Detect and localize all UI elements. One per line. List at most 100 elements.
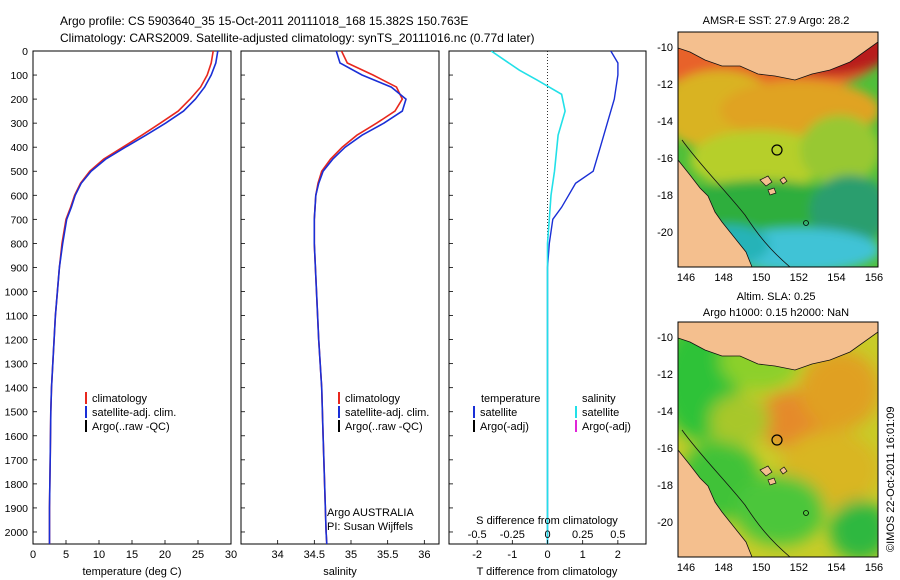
map-y-tick-label: -20 — [657, 517, 673, 529]
map-y-tick-label: -16 — [657, 153, 673, 165]
x-tick-label: 34.5 — [304, 549, 325, 561]
map-x-tick-label: 148 — [714, 272, 732, 284]
salinity-satellite-line — [313, 51, 407, 544]
x-tick-label: 0.25 — [572, 529, 593, 541]
map-x-tick-label: 156 — [865, 272, 883, 284]
map-x-tick-label: 152 — [790, 272, 808, 284]
map-y-tick-label: -12 — [657, 369, 673, 381]
salinity-panel — [240, 50, 440, 545]
sla-map-y-tick-labels: -10 -12 -14 -16 -18 -20 — [657, 332, 673, 529]
x-tick-label: 0 — [544, 549, 550, 561]
legend-label: climatology — [345, 393, 401, 405]
legend-label: Argo(-adj) — [582, 421, 631, 433]
x-tick-label: 34 — [272, 549, 284, 561]
depth-tick-label: 500 — [10, 166, 28, 178]
x-tick-label: 20 — [159, 549, 171, 561]
map-x-tick-label: 154 — [827, 562, 845, 574]
sst-map-y-tick-labels: -10 -12 -14 -16 -18 -20 — [657, 42, 673, 239]
temperature-x-label: temperature (deg C) — [82, 566, 181, 578]
map-y-tick-label: -10 — [657, 42, 673, 54]
figure-title: Argo profile: CS 5903640_35 15-Oct-2011 … — [60, 14, 468, 28]
map-y-tick-label: -10 — [657, 332, 673, 344]
sst-map-title: AMSR-E SST: 27.9 Argo: 28.2 — [703, 15, 850, 27]
axis-tick-marks — [33, 50, 453, 533]
float-owner: Argo AUSTRALIA — [327, 507, 414, 519]
depth-tick-label: 900 — [10, 262, 28, 274]
sst-map — [678, 32, 878, 267]
x-tick-label: 0.5 — [610, 529, 625, 541]
imos-timestamp: ©IMOS 22-Oct-2011 16:01:09 — [885, 407, 897, 552]
depth-tick-label: 100 — [10, 70, 28, 82]
x-tick-label: -1 — [507, 549, 517, 561]
temperature-lines — [48, 51, 219, 544]
depth-tick-label: 1400 — [5, 383, 29, 395]
map-x-tick-label: 156 — [865, 562, 883, 574]
map-y-tick-label: -12 — [657, 79, 673, 91]
argo-location-marker — [771, 434, 783, 446]
depth-tick-label: 200 — [10, 94, 28, 106]
difference-top-label: S difference from climatology — [476, 515, 618, 527]
legend-label: Argo(-adj) — [480, 421, 529, 433]
temperature-panel — [32, 50, 232, 545]
legend-label: satellite — [480, 407, 517, 419]
depth-tick-label: 700 — [10, 214, 28, 226]
map-y-tick-label: -14 — [657, 116, 673, 128]
depth-tick-label: 1300 — [5, 359, 29, 371]
salinity-difference-satellite-line — [490, 51, 566, 544]
x-tick-label: 2 — [615, 549, 621, 561]
map-x-tick-label: 146 — [677, 562, 695, 574]
x-tick-label: -2 — [472, 549, 482, 561]
legend-label: satellite — [582, 407, 619, 419]
sla-map-title: Altim. SLA: 0.25 — [737, 291, 816, 303]
salinity-climatology-line — [313, 51, 404, 544]
x-tick-label: 35 — [345, 549, 357, 561]
x-tick-label: 1 — [580, 549, 586, 561]
x-tick-label: 30 — [225, 549, 237, 561]
map-x-tick-label: 148 — [714, 562, 732, 574]
x-tick-label: 35.5 — [377, 549, 398, 561]
depth-tick-label: 2000 — [5, 527, 29, 539]
salinity-lines — [313, 51, 407, 544]
x-tick-label: 10 — [93, 549, 105, 561]
temperature-legend: climatology satellite-adj. clim. Argo(..… — [85, 392, 176, 433]
depth-tick-label: 1000 — [5, 286, 29, 298]
argo-location-marker — [771, 144, 783, 156]
salinity-difference-tick-labels: -0.5 -0.25 0 0.25 0.5 — [468, 529, 626, 541]
temperature-x-tick-labels: 0 5 10 15 20 25 30 — [30, 540, 237, 561]
x-tick-label: -0.25 — [500, 529, 525, 541]
x-tick-label: 5 — [63, 549, 69, 561]
x-tick-label: 0 — [544, 529, 550, 541]
salinity-x-tick-labels: 34 34.5 35 35.5 36 — [272, 540, 430, 561]
temperature-climatology-line — [48, 51, 214, 544]
depth-tick-label: 1800 — [5, 479, 29, 491]
coast-south — [678, 159, 753, 267]
difference-x-label: T difference from climatology — [477, 566, 618, 578]
legend-label: climatology — [92, 393, 148, 405]
difference-lines — [490, 51, 619, 544]
legend-header-salinity: salinity — [582, 393, 616, 405]
map-x-tick-label: 152 — [790, 562, 808, 574]
depth-tick-label: 300 — [10, 118, 28, 130]
depth-tick-label: 1500 — [5, 407, 29, 419]
map-y-tick-label: -14 — [657, 406, 673, 418]
sla-map-x-tick-labels: 146 148 150 152 154 156 — [677, 562, 883, 574]
legend-header-temperature: temperature — [481, 393, 540, 405]
sst-map-x-tick-labels: 146 148 150 152 154 156 — [677, 272, 883, 284]
depth-tick-label: 600 — [10, 190, 28, 202]
difference-legend: temperature salinity satellite Argo(-adj… — [473, 393, 631, 433]
map-x-tick-label: 154 — [827, 272, 845, 284]
depth-tick-label: 0 — [22, 46, 28, 58]
map-y-tick-label: -16 — [657, 443, 673, 455]
difference-x-tick-labels: -2 -1 0 1 2 — [472, 540, 621, 561]
depth-tick-label: 1200 — [5, 335, 29, 347]
map-x-tick-label: 150 — [752, 272, 770, 284]
x-tick-label: -0.5 — [468, 529, 487, 541]
salinity-legend: climatology satellite-adj. clim. Argo(..… — [327, 392, 429, 533]
map-y-tick-label: -20 — [657, 227, 673, 239]
depth-tick-label: 800 — [10, 238, 28, 250]
map-y-tick-label: -18 — [657, 480, 673, 492]
sst-map-frame — [677, 31, 879, 268]
legend-label: satellite-adj. clim. — [345, 407, 429, 419]
legend-label: Argo(..raw -QC) — [92, 421, 170, 433]
